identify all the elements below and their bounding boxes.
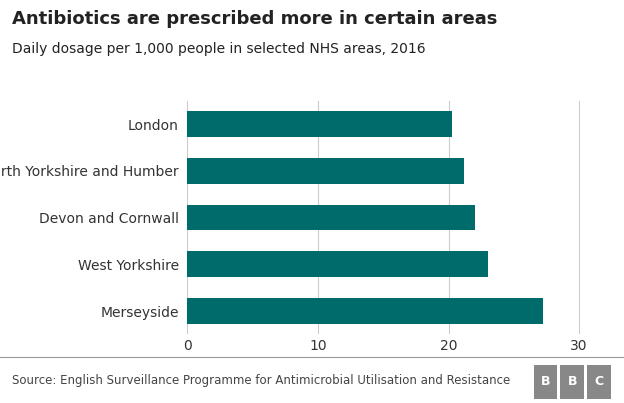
Text: B: B (540, 375, 550, 388)
Text: Antibiotics are prescribed more in certain areas: Antibiotics are prescribed more in certa… (12, 10, 498, 28)
Text: Source: English Surveillance Programme for Antimicrobial Utilisation and Resista: Source: English Surveillance Programme f… (12, 374, 510, 387)
Text: Daily dosage per 1,000 people in selected NHS areas, 2016: Daily dosage per 1,000 people in selecte… (12, 42, 426, 56)
Bar (187, 111, 452, 137)
Text: C: C (595, 375, 603, 388)
Bar (187, 298, 542, 324)
Bar (187, 251, 488, 277)
Text: B: B (567, 375, 577, 388)
Bar (187, 158, 464, 184)
Bar (187, 205, 475, 231)
